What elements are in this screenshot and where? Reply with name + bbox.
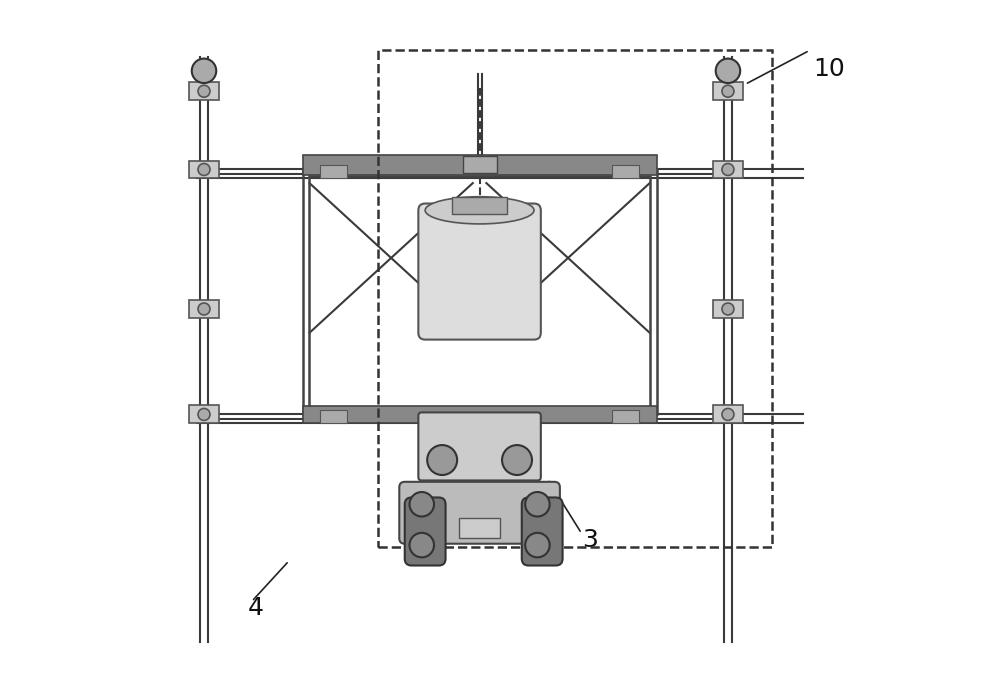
Text: 3: 3 (582, 528, 598, 552)
Bar (303, 169, 657, 414)
Bar (452, 197, 507, 214)
Text: 4: 4 (248, 596, 264, 620)
Circle shape (502, 445, 532, 475)
Bar (713, 405, 743, 423)
Bar (713, 300, 743, 318)
Bar (459, 518, 500, 539)
Bar (303, 405, 657, 423)
Circle shape (525, 492, 550, 517)
Circle shape (198, 163, 210, 176)
Bar (320, 410, 347, 423)
Circle shape (722, 85, 734, 97)
FancyBboxPatch shape (399, 482, 560, 544)
Bar (309, 176, 650, 407)
Circle shape (410, 492, 434, 517)
Ellipse shape (425, 197, 534, 224)
Bar (189, 82, 219, 100)
Circle shape (722, 303, 734, 315)
Bar (303, 154, 657, 175)
Circle shape (410, 533, 434, 557)
Bar (320, 165, 347, 178)
Circle shape (716, 58, 740, 83)
Circle shape (198, 303, 210, 315)
Bar (189, 405, 219, 423)
FancyBboxPatch shape (405, 497, 446, 565)
Bar (378, 50, 772, 547)
Circle shape (525, 533, 550, 557)
Bar (612, 410, 639, 423)
Circle shape (427, 445, 457, 475)
Bar (189, 161, 219, 178)
Circle shape (722, 163, 734, 176)
FancyBboxPatch shape (522, 497, 563, 565)
Bar (713, 82, 743, 100)
Bar (612, 165, 639, 178)
Bar (189, 300, 219, 318)
Bar (713, 161, 743, 178)
Circle shape (198, 85, 210, 97)
Circle shape (198, 408, 210, 421)
Bar (463, 156, 497, 173)
Text: 10: 10 (813, 57, 845, 81)
FancyBboxPatch shape (418, 412, 541, 480)
Circle shape (722, 408, 734, 421)
FancyBboxPatch shape (418, 204, 541, 340)
Circle shape (192, 58, 216, 83)
